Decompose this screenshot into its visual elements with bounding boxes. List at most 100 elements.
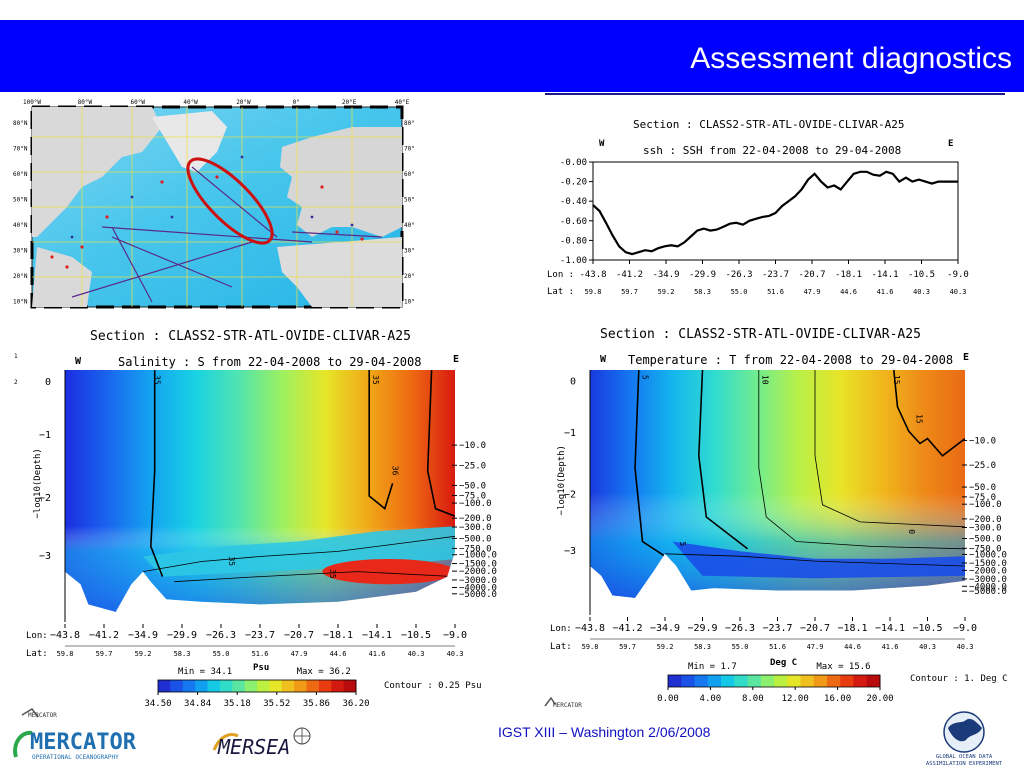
section-right-label: E <box>453 354 459 365</box>
colorbar-swatch <box>343 680 357 692</box>
section-side-mark: 2 <box>14 379 18 386</box>
colorbar-swatch <box>721 675 735 687</box>
ssh-lon-tick: -43.8 <box>579 270 606 280</box>
section-lat-tick: 59.7 <box>96 650 113 658</box>
section-lon-tick: −23.7 <box>245 630 275 641</box>
ssh-lon-tick: -26.3 <box>725 270 752 280</box>
ssh-lat-tick: 58.3 <box>694 288 711 296</box>
map-lat-label-right: 60°N <box>404 171 414 178</box>
map-lat-label-left: 50°N <box>13 197 28 204</box>
section-ytick-label: −3 <box>564 546 576 557</box>
section-lon-tick: −41.2 <box>612 623 642 634</box>
section-depth-label: −50.0 <box>969 483 996 493</box>
ssh-lon-tick: -41.2 <box>616 270 643 280</box>
section-contour-line <box>426 370 455 517</box>
ssh-lat-tick: 59.8 <box>585 288 602 296</box>
section-deep-band <box>672 541 965 579</box>
section-lon-tick: −20.7 <box>800 623 830 634</box>
colorbar-swatch <box>694 675 709 687</box>
section-lon-tick: −23.7 <box>762 623 792 634</box>
section-left-label: W <box>600 354 607 365</box>
section-contour-label: 35 <box>371 375 380 385</box>
colorbar-tick-label: 20.00 <box>866 694 893 704</box>
section-contour-line <box>697 370 748 550</box>
section-depth-label: −4000.0 <box>459 584 497 594</box>
colorbar-swatch <box>760 675 775 687</box>
section-field <box>590 370 965 598</box>
colorbar-unit: Psu <box>253 663 269 673</box>
map-lat-label-left: 40°N <box>13 222 28 229</box>
section-depth-label: −100.0 <box>969 500 1002 510</box>
ssh-lat-tick: 51.6 <box>767 288 784 296</box>
section-ylabel: −log10(Depth) <box>557 445 567 515</box>
section-lon-tick: −34.9 <box>650 623 680 634</box>
godae-line1: GLOBAL OCEAN DATA <box>936 754 993 760</box>
ssh-lon-tick: -9.0 <box>947 270 969 280</box>
section-depth-shading <box>590 370 965 598</box>
ssh-ytick-label: -0.40 <box>560 197 587 207</box>
map-lat-label-right: 50°N <box>404 197 414 204</box>
colorbar-contour-label: Contour : 1. Deg C <box>910 674 1008 684</box>
section-lat-tick: 59.8 <box>57 650 74 658</box>
colorbar-swatch <box>232 680 246 692</box>
section-contour-line <box>142 535 455 572</box>
colorbar-contour-label: Contour : 0.25 Psu <box>384 681 482 691</box>
colorbar-swatch <box>840 675 854 687</box>
section-title: Section : CLASS2-STR-ATL-OVIDE-CLIVAR-A2… <box>600 327 921 342</box>
map-lon-label: 40°W <box>183 99 198 106</box>
map-lat-label-right: 70°N <box>404 146 414 153</box>
section-lon-tick: −26.3 <box>206 630 236 641</box>
section-ytick-label: −2 <box>39 493 51 504</box>
section-depth-label: −100.0 <box>459 499 492 509</box>
section-lat-tick: 44.6 <box>330 650 347 658</box>
section-lon-tick: −29.9 <box>687 623 717 634</box>
section-depth-label: −200.0 <box>969 515 1002 525</box>
section-depth-label: −4000.0 <box>969 582 1007 592</box>
section-contour-label: 15 <box>914 414 923 424</box>
section-depth-label: −75.0 <box>969 493 996 503</box>
section-contour-line <box>174 571 455 583</box>
section-contour-label: 35 <box>153 375 162 385</box>
section-lon-tick: −18.1 <box>837 623 867 634</box>
section-contour-line <box>149 370 164 577</box>
ssh-left-label: W <box>599 139 605 149</box>
section-lat-tick: 59.7 <box>619 643 636 651</box>
map-lon-label: 60°W <box>130 99 145 106</box>
section-lat-tick: 51.6 <box>769 643 786 651</box>
section-lon-tick: −18.1 <box>323 630 353 641</box>
section-lat-tick: 58.3 <box>694 643 711 651</box>
map-lat-label-right: 20°N <box>404 273 414 280</box>
section-ytick-label: −1 <box>39 430 51 441</box>
section-contour-label: 5 <box>678 542 687 547</box>
ssh-lat-tick: 40.3 <box>950 288 967 296</box>
section-subtitle: Salinity : S from 22-04-2008 to 29-04-20… <box>118 355 421 369</box>
section-right-label: E <box>963 352 969 363</box>
section-lat-tick: 41.6 <box>369 650 386 658</box>
colorbar-max-label: Max = 15.6 <box>816 662 870 672</box>
colorbar-swatch <box>331 680 345 692</box>
ssh-lat-tick: 59.7 <box>621 288 638 296</box>
section-depth-label: −2000.0 <box>459 567 497 577</box>
section-lon-row-label: Lon: <box>26 631 48 641</box>
section-depth-label: −1000.0 <box>969 550 1007 560</box>
small-mercator-text-right: MERCATOR <box>553 702 582 709</box>
section-lon-tick: −43.8 <box>50 630 80 641</box>
colorbar-tick-label: 35.52 <box>263 699 290 709</box>
colorbar-tick-label: 0.00 <box>657 694 679 704</box>
colorbar-tick-label: 4.00 <box>700 694 722 704</box>
colorbar-swatch <box>207 680 221 692</box>
section-ytick-label: 0 <box>45 377 51 388</box>
colorbar-swatch <box>866 675 881 687</box>
colorbar-swatch <box>158 680 171 692</box>
slide-title: Assessment diagnostics <box>690 42 1012 75</box>
section-depth-label: −50.0 <box>459 481 486 491</box>
ssh-lon-tick: -34.9 <box>652 270 679 280</box>
colorbar-tick-label: 34.84 <box>184 699 211 709</box>
ssh-title: Section : CLASS2-STR-ATL-OVIDE-CLIVAR-A2… <box>633 118 905 131</box>
colorbar-tick-label: 35.18 <box>224 699 251 709</box>
small-mercator-logo-right: MERCATOR <box>543 694 603 710</box>
colorbar-tick-label: 36.20 <box>342 699 369 709</box>
ssh-line-chart: Section : CLASS2-STR-ATL-OVIDE-CLIVAR-A2… <box>543 100 983 305</box>
section-lon-tick: −9.0 <box>953 623 977 634</box>
map-lat-label-right: 80°N <box>404 120 414 127</box>
